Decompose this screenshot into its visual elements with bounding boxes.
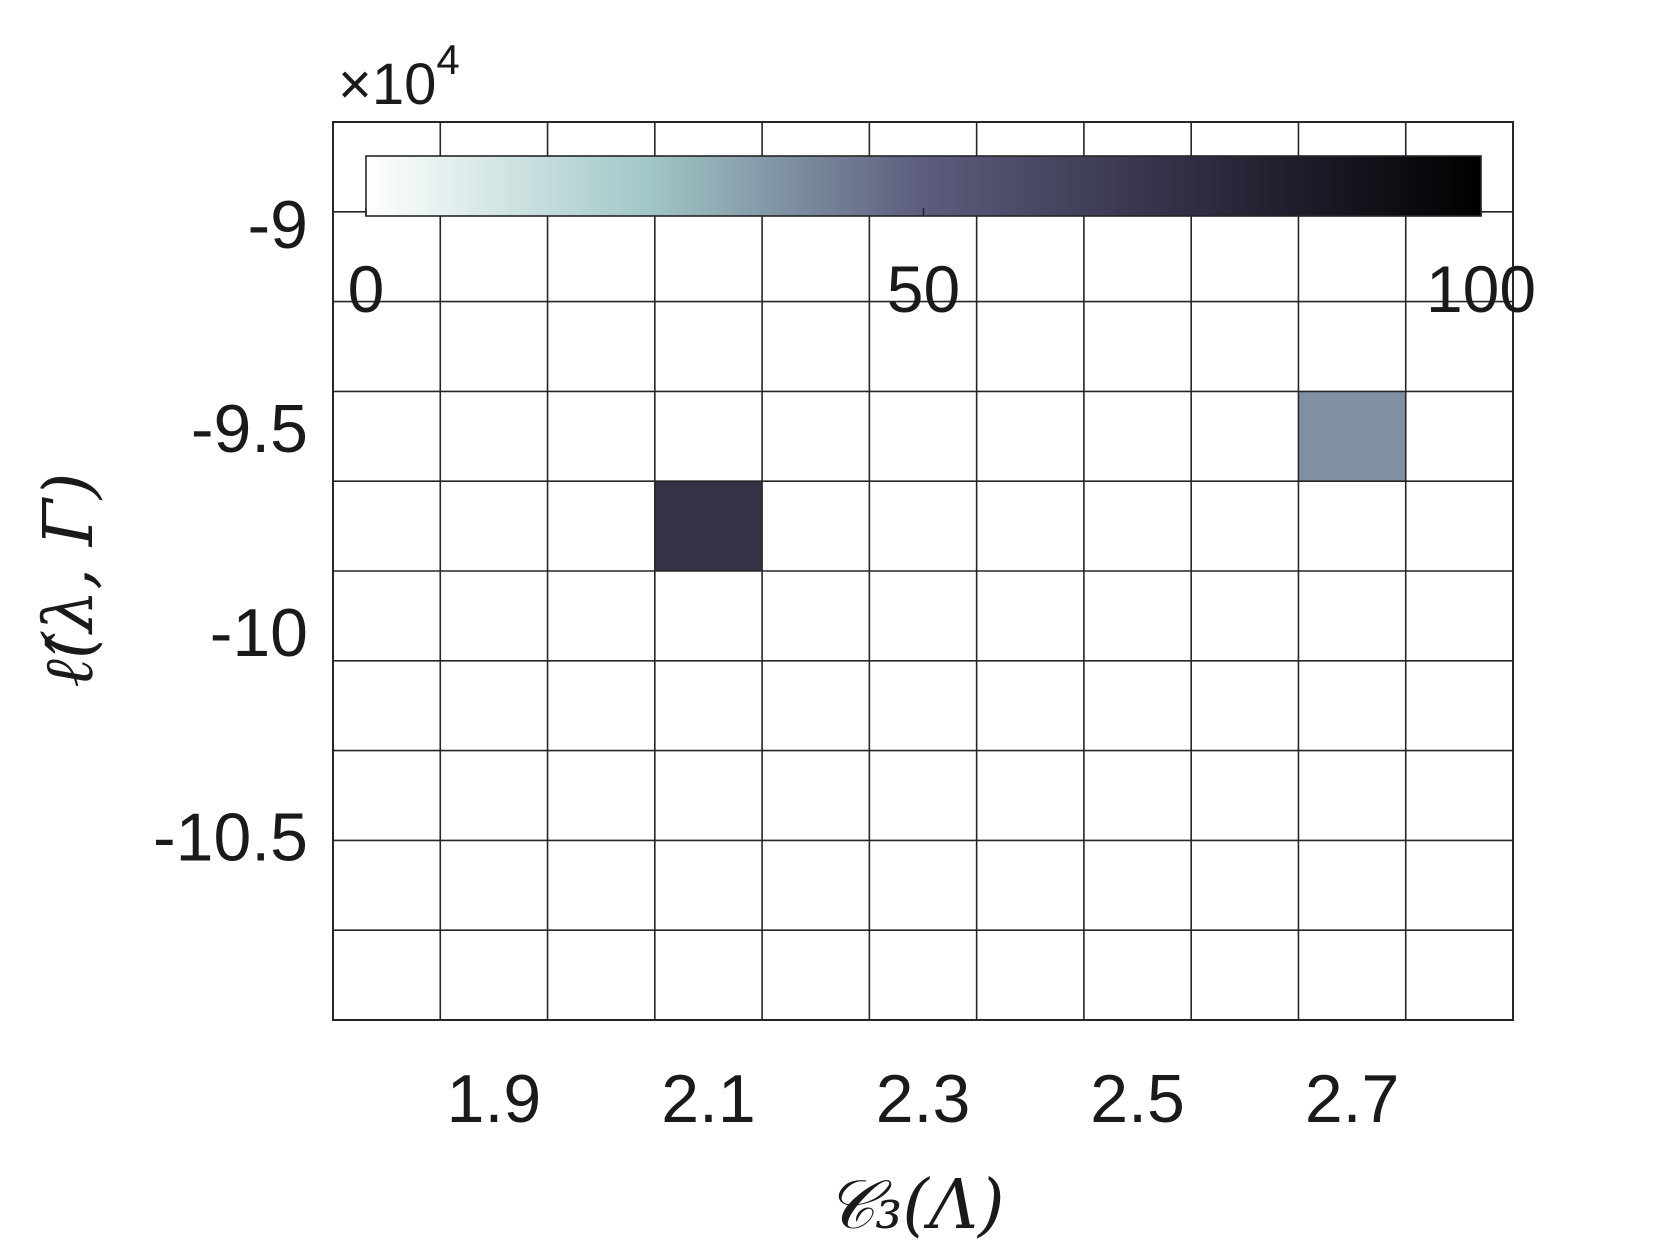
x-tick-label: 2.3 [876, 1061, 971, 1137]
y-tick-label: -9.5 [191, 391, 308, 467]
colorbar: 0 50 100 [348, 155, 1536, 326]
colorbar-gradient [365, 155, 1482, 217]
x-tick-label: 2.1 [661, 1061, 756, 1137]
y-tick-label: -10 [210, 595, 308, 671]
heatmap-cells [654, 391, 1406, 571]
y-axis-ticks: -10.5 -10 -9.5 -9 [153, 187, 308, 875]
y-axis-exponent-base: ×10 [338, 52, 436, 117]
colorbar-tick-label: 0 [348, 252, 385, 326]
y-axis-exponent-power: 4 [436, 36, 459, 83]
heatmap-cell [654, 481, 763, 571]
y-axis-label: ℓ̂(λ, Γ) [30, 473, 109, 688]
x-tick-label: 2.7 [1305, 1061, 1400, 1137]
x-axis-ticks: 1.9 2.1 2.3 2.5 2.7 [447, 1061, 1400, 1137]
x-tick-label: 1.9 [447, 1061, 542, 1137]
y-tick-label: -10.5 [153, 799, 308, 875]
colorbar-tick-label: 50 [887, 252, 960, 326]
x-axis-label: 𝒞₃(Λ) [826, 1166, 1005, 1245]
heatmap-cell [1298, 391, 1406, 482]
plot-area-frame [332, 121, 1514, 1021]
y-tick-label: -9 [248, 187, 308, 263]
colorbar-tick-label: 100 [1426, 252, 1536, 326]
y-axis-exponent: ×104 [338, 36, 460, 117]
x-tick-label: 2.5 [1090, 1061, 1185, 1137]
